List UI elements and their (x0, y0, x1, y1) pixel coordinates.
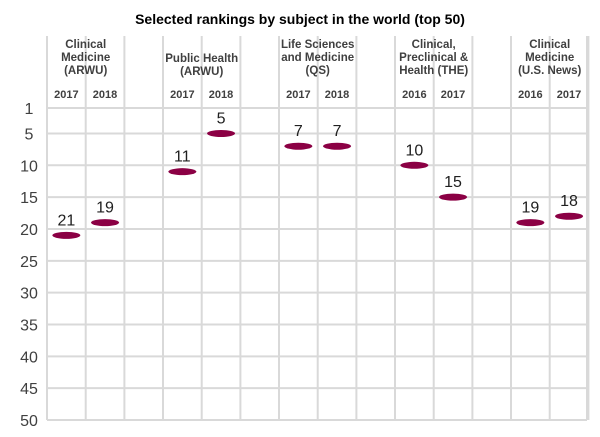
year-label: 2016 (402, 89, 426, 101)
year-label: 2017 (557, 89, 581, 101)
y-tick-label: 50 (20, 413, 38, 430)
year-label: 2017 (170, 89, 194, 101)
rank-data-label: 18 (560, 193, 578, 210)
rank-data-label: 5 (217, 110, 226, 127)
group-label: Preclinical & (399, 52, 468, 64)
y-tick-label: 5 (25, 126, 34, 143)
rank-marker (284, 142, 313, 150)
rank-data-label: 7 (294, 123, 303, 140)
rank-marker (555, 212, 584, 220)
rank-data-label: 10 (405, 142, 423, 159)
year-label: 2018 (325, 89, 349, 101)
rank-marker (207, 129, 236, 137)
y-tick-label: 15 (20, 190, 38, 207)
y-tick-label: 1 (25, 101, 34, 118)
rank-marker (400, 161, 429, 169)
grid (46, 36, 590, 421)
group-label: Clinical (529, 39, 570, 51)
y-tick-label: 45 (20, 381, 38, 398)
group-label: Health (THE) (399, 65, 468, 77)
rank-data-label: 19 (521, 200, 539, 217)
chart-title: Selected rankings by subject in the worl… (135, 11, 465, 27)
rank-data-label: 11 (174, 149, 191, 166)
year-label: 2018 (209, 89, 233, 101)
y-tick-label: 10 (20, 158, 38, 175)
rank-marker (516, 219, 545, 227)
rank-data-label: 7 (333, 123, 342, 140)
rank-marker (91, 219, 120, 227)
rank-data-label: 15 (444, 174, 462, 191)
group-label: (QS) (306, 65, 330, 77)
y-tick-label: 30 (20, 286, 38, 303)
group-label: Medicine (61, 52, 110, 64)
year-label: 2016 (518, 89, 542, 101)
rank-data-label: 19 (96, 200, 114, 217)
rank-marker (439, 193, 468, 201)
rank-marker (52, 231, 81, 239)
data-labels: 21 19 11 5 7 7 10 15 19 18 (57, 110, 578, 229)
group-label: (ARWU) (180, 66, 223, 78)
group-label: Clinical (65, 39, 106, 51)
rank-marker (323, 142, 352, 150)
y-tick-label: 35 (20, 317, 38, 334)
year-label: 2017 (441, 89, 465, 101)
group-label: (U.S. News) (518, 65, 581, 77)
year-label: 2017 (54, 89, 78, 101)
rank-marker (168, 168, 197, 176)
group-label: and Medicine (281, 52, 354, 64)
y-tick-label: 40 (20, 349, 38, 366)
group-label: Public Health (165, 53, 238, 65)
rank-data-label: 21 (57, 212, 75, 229)
data-markers (52, 129, 584, 239)
year-label: 2018 (93, 89, 117, 101)
group-label: (ARWU) (64, 65, 107, 77)
group-label: Clinical, (412, 39, 456, 51)
y-tick-label: 20 (20, 222, 38, 239)
y-tick-label: 25 (20, 254, 38, 271)
year-label: 2017 (286, 89, 310, 101)
group-label: Medicine (525, 52, 574, 64)
group-label: Life Sciences (281, 39, 355, 51)
